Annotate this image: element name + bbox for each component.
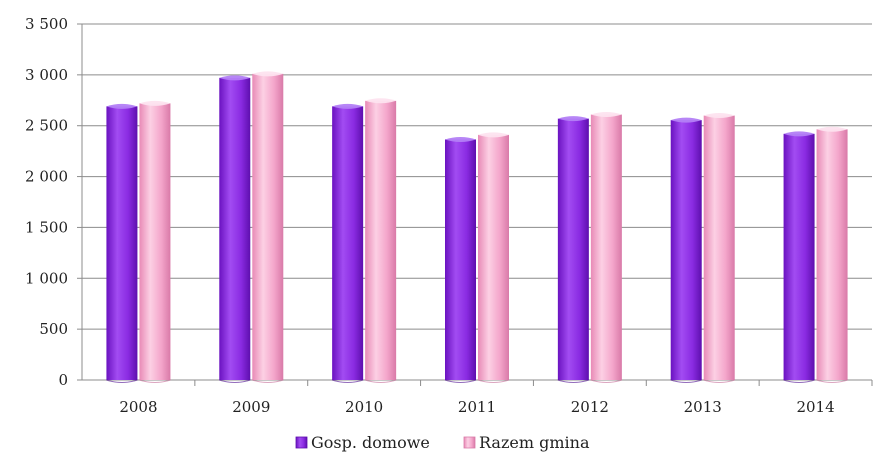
bar-gosp-domowe-2013: [670, 117, 702, 383]
bar-base: [783, 379, 815, 383]
x-tick-label: 2009: [232, 398, 270, 416]
legend-item: Razem gmina: [463, 433, 590, 452]
bar-base: [364, 379, 397, 383]
legend: Gosp. domowe Razem gmina: [295, 433, 590, 452]
bar-top: [816, 126, 848, 132]
bar-top: [139, 100, 171, 106]
bar-razem-gmina-2011: [477, 132, 510, 383]
bar-top: [365, 98, 397, 104]
bar-body: [106, 106, 138, 380]
bar-body: [445, 139, 476, 380]
bar-body: [139, 103, 171, 380]
bar-body: [365, 100, 397, 381]
y-tick-label: 1 000: [25, 269, 68, 287]
bar-top: [783, 131, 815, 137]
legend-swatch: [463, 436, 476, 449]
y-tick-label: 2 000: [25, 168, 68, 186]
bar-razem-gmina-2010: [364, 98, 397, 383]
bar-body: [557, 118, 589, 380]
bar-base: [590, 379, 623, 383]
bar-top: [219, 75, 251, 81]
x-tick-label: 2012: [571, 398, 609, 416]
bar-body: [332, 106, 364, 380]
y-tick-labels: 0 500 1 000 1 500 2 000 2 500 3 000 3 500: [25, 15, 68, 389]
y-tick-label: 3 500: [25, 15, 68, 33]
y-tick-label: 1 500: [25, 218, 68, 236]
bar-body: [219, 77, 251, 380]
bar-top: [106, 103, 138, 109]
legend-label: Gosp. domowe: [311, 433, 430, 452]
bar-razem-gmina-2013: [703, 113, 735, 383]
x-tick-label: 2011: [458, 398, 496, 416]
bar-body: [478, 134, 509, 380]
bar-razem-gmina-2009: [252, 71, 284, 383]
bar-top: [252, 71, 284, 77]
bar-base: [106, 379, 138, 383]
bar-base: [703, 379, 735, 383]
bar-top: [478, 132, 509, 138]
y-tick-label: 500: [39, 320, 68, 338]
bar-gosp-domowe-2012: [557, 116, 590, 383]
bar-top: [670, 117, 702, 123]
legend-item: Gosp. domowe: [295, 433, 430, 452]
bar-base: [219, 379, 251, 383]
bar-base: [670, 379, 702, 383]
legend-swatch: [295, 436, 308, 449]
x-tick-label: 2010: [345, 398, 383, 416]
bar-body: [703, 115, 735, 381]
grid-lines: [82, 23, 872, 330]
bar-base: [331, 379, 364, 383]
bar-gosp-domowe-2014: [783, 131, 815, 383]
y-tick-label: 2 500: [25, 117, 68, 135]
bar-gosp-domowe-2011: [444, 136, 477, 383]
bar-gosp-domowe-2010: [331, 103, 364, 383]
y-tick-label: 3 000: [25, 66, 68, 84]
x-tick-label: 2014: [796, 398, 834, 416]
bar-body: [590, 114, 622, 381]
bar-razem-gmina-2014: [816, 126, 848, 383]
legend-label: Razem gmina: [479, 433, 590, 452]
x-tick-label: 2008: [119, 398, 157, 416]
bar-base: [557, 379, 590, 383]
bar-base: [444, 379, 477, 383]
bar-body: [783, 133, 815, 380]
bar-top: [445, 136, 476, 142]
bar-body: [816, 129, 848, 380]
bar-base: [477, 379, 510, 383]
bar-body: [670, 120, 702, 381]
bar-top: [557, 116, 589, 122]
bar-base: [139, 379, 171, 383]
bar-gosp-domowe-2009: [219, 75, 251, 383]
bar-top: [332, 103, 364, 109]
bar-razem-gmina-2012: [590, 112, 623, 383]
x-tick-labels: 2008 2009 2010 2011 2012 2013 2014: [119, 398, 834, 416]
bars: [106, 71, 848, 383]
bar-body: [252, 73, 284, 380]
bar-top: [590, 112, 622, 118]
axes: [77, 23, 873, 386]
bar-top: [703, 113, 735, 119]
x-tick-label: 2013: [684, 398, 722, 416]
bar-base: [816, 379, 848, 383]
bar-gosp-domowe-2008: [106, 103, 138, 383]
bar-base: [252, 379, 284, 383]
bar-razem-gmina-2008: [139, 100, 171, 383]
y-tick-label: 0: [58, 371, 68, 389]
